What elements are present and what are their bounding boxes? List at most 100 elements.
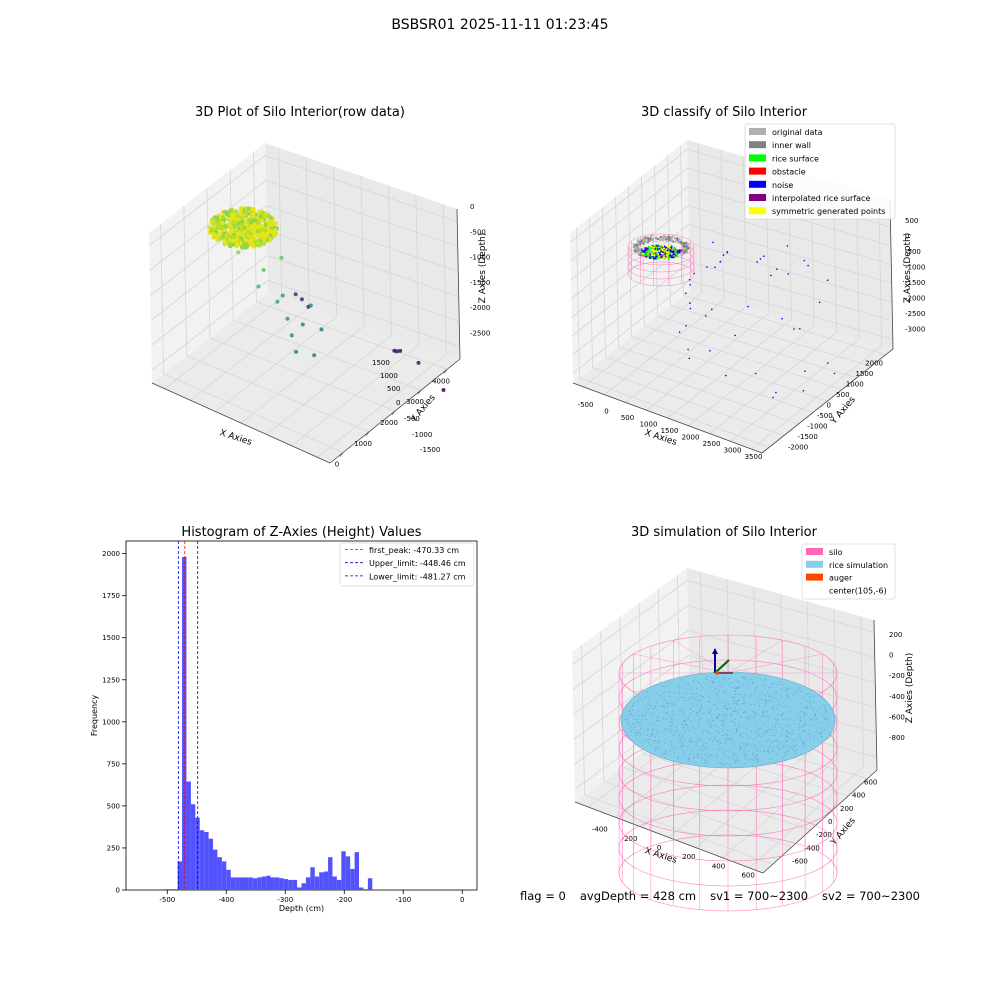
rice-mesh-point [677,757,679,759]
rice-mesh-point [693,755,695,757]
rice-mesh-point [754,752,756,755]
histogram-bar [297,887,302,890]
surface-point [214,215,220,220]
y-tick-label: 500 [107,802,120,810]
rice-mesh-point [794,750,796,752]
rice-mesh-point [711,716,713,718]
rice-mesh-point [788,724,790,727]
histogram-bar [310,867,315,890]
surface-point [258,214,263,219]
rice-mesh-point [690,719,692,722]
surface-point [234,243,239,249]
z-tick-label: 500 [905,217,918,225]
rice-mesh-point [817,740,819,742]
rice-mesh-point [768,750,770,752]
grid-line [572,580,688,665]
grid-line [151,280,268,371]
rice-mesh-point [801,740,804,743]
rice-mesh-point [756,747,758,749]
rice-mesh-point [722,723,724,726]
rice-mesh-point [760,679,762,681]
rice-mesh-point [682,716,684,718]
rice-mesh-point [743,751,745,753]
inner-wall-point [662,235,665,239]
rice-mesh-point [811,706,813,709]
rice-mesh-point [773,728,775,731]
rice-mesh-point [746,727,748,729]
y-tick-label: 500 [836,391,849,399]
noise-point [719,260,722,263]
rice-mesh-point [697,715,699,717]
classified-point [653,250,656,253]
data-point [319,327,324,332]
grid-line [267,280,460,347]
legend-swatch [749,141,766,149]
rice-mesh-point [739,749,741,752]
rice-mesh-point [820,707,822,709]
histogram-bar [288,879,293,890]
histogram-bar [248,877,253,890]
rice-mesh-point [770,734,773,736]
rice-mesh-point [671,719,673,721]
rice-mesh-point [826,718,829,720]
rice-mesh-point [773,696,775,698]
rice-mesh-point [687,757,690,760]
surface-point [242,225,247,231]
rice-mesh-point [769,745,771,747]
rice-mesh-point [798,723,801,725]
rice-mesh-point [694,741,696,743]
rice-mesh-point [798,733,800,736]
inner-wall-point [634,249,637,253]
rice-mesh-point [635,713,638,715]
y-tick-label: 400 [852,792,865,800]
rice-mesh-point [723,705,726,707]
rice-mesh-point [824,718,826,721]
rice-mesh-point [670,740,672,742]
rice-mesh-point [686,683,688,685]
rice-mesh-point [716,757,719,760]
rice-mesh-point [752,710,754,713]
rice-mesh-point [788,687,790,689]
rice-mesh-point [738,693,740,695]
rice-mesh-point [668,690,670,692]
rice-mesh-point [757,699,759,701]
rice-mesh-point [719,749,721,751]
histogram-bar [257,877,262,890]
rice-mesh-point [740,746,742,749]
rice-mesh-point [645,706,647,708]
legend-swatch [749,128,766,135]
rice-mesh-point [693,680,695,682]
inner-wall-point [659,238,662,241]
noise-point [772,396,774,399]
rice-mesh-point [698,718,701,720]
rice-mesh-point [656,731,658,733]
rice-mesh-point [783,745,785,747]
surface-point [260,210,265,215]
z-tick-label: -500 [470,228,486,236]
rice-mesh-point [738,687,740,689]
rice-mesh-point [668,728,670,730]
z-axis-line [873,619,878,771]
rice-mesh-point [752,755,755,757]
y-tick-label: 1000 [102,718,120,726]
surface-point [228,243,233,249]
rice-mesh-point [705,677,707,680]
rice-mesh-point [736,730,738,732]
legend-swatch [806,560,823,568]
rice-mesh-point [716,695,718,697]
rice-mesh-point [762,711,764,713]
rice-mesh-point [692,726,694,728]
rice-mesh-point [708,754,710,756]
rice-mesh-point [714,678,716,680]
rice-mesh-point [719,740,721,743]
rice-mesh-point [697,712,699,714]
rice-mesh-point [733,701,735,704]
rice-mesh-point [815,731,817,734]
rice-mesh-point [702,686,704,688]
rice-mesh-point [722,713,724,715]
histogram-bar [190,804,196,890]
rice-mesh-point [681,679,684,681]
rice-mesh-point [698,709,700,711]
surface-point [218,225,223,230]
rice-mesh-point [677,730,679,732]
